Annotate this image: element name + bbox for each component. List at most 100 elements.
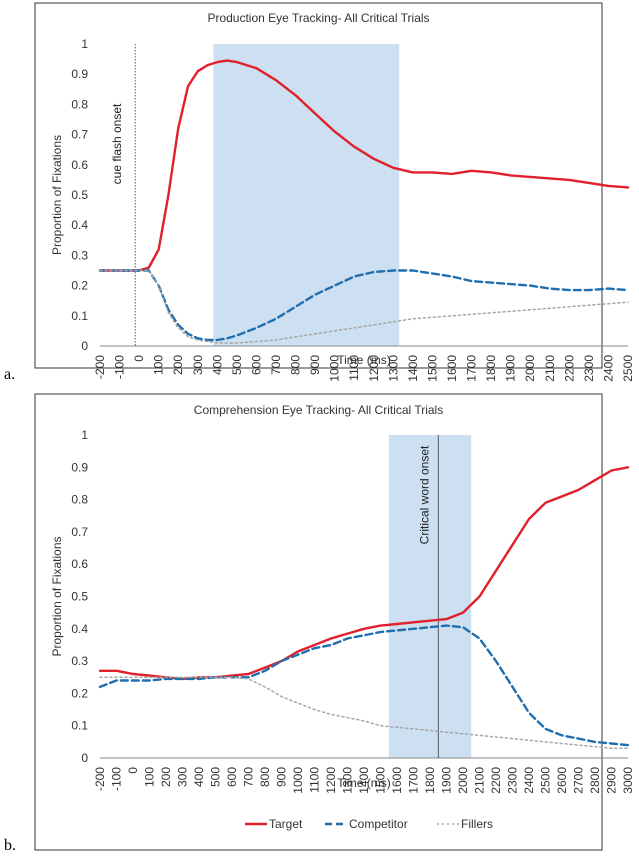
production-y-tick-label: 0.6 bbox=[71, 158, 88, 172]
comprehension-x-axis-label: Time (ms) bbox=[337, 776, 391, 790]
comprehension-x-tick-label: 1100 bbox=[308, 767, 322, 793]
comprehension-x-tick-label: -200 bbox=[93, 767, 107, 791]
comprehension-series-competitor-line bbox=[98, 624, 630, 747]
production-x-axis-label: Time (ms) bbox=[337, 353, 391, 367]
production-x-tick-label: 1000 bbox=[328, 355, 342, 382]
comprehension-y-tick-label: 0.7 bbox=[71, 525, 88, 539]
production-x-tick-label: 500 bbox=[230, 355, 244, 375]
production-x-tick-label: 1900 bbox=[504, 355, 518, 382]
comprehension-x-tick-label: 2200 bbox=[489, 767, 503, 794]
production-x-tick-label: 1500 bbox=[425, 355, 439, 382]
comprehension-x-tick-label: 400 bbox=[192, 767, 206, 787]
comprehension-x-tick-label: 100 bbox=[143, 767, 157, 787]
comprehension-x-tick-label: 1800 bbox=[423, 767, 437, 794]
comprehension-x-tick-label: 700 bbox=[242, 767, 256, 787]
production-x-tick-label: 2000 bbox=[523, 355, 537, 382]
production-x-tick-label: 400 bbox=[210, 355, 224, 375]
production-x-tick-label: 1300 bbox=[386, 355, 400, 382]
comprehension-x-tick-label: 600 bbox=[225, 767, 239, 787]
comprehension-x-tick-label: 800 bbox=[258, 767, 272, 787]
comprehension-onset-label: Critical word onset bbox=[417, 445, 431, 544]
production-x-tick-label: 900 bbox=[308, 355, 322, 375]
production-x-tick-label: 1400 bbox=[406, 355, 420, 382]
comprehension-y-tick-label: 0.8 bbox=[71, 493, 88, 507]
production-x-tick-label: 1600 bbox=[445, 355, 459, 382]
comprehension-x-tick-label: -100 bbox=[110, 767, 124, 791]
production-x-tick-label: 1200 bbox=[367, 355, 381, 382]
production-x-tick-label: 600 bbox=[249, 355, 263, 375]
comprehension-x-tick-label: 1600 bbox=[390, 767, 404, 794]
comprehension-y-tick-label: 1 bbox=[81, 428, 88, 442]
comprehension-x-tick-label: 2100 bbox=[473, 767, 487, 794]
production-x-tick-label: 2100 bbox=[543, 355, 557, 382]
production-series-fillers-line bbox=[99, 269, 629, 344]
comprehension-x-tick-label: 2000 bbox=[456, 767, 470, 794]
production-y-axis-label: Proportion of Fixations bbox=[50, 135, 64, 255]
comprehension-x-tick-label: 0 bbox=[126, 767, 140, 774]
comprehension-x-tick-label: 1500 bbox=[374, 767, 388, 794]
comprehension-x-tick-label: 200 bbox=[159, 767, 173, 787]
comprehension-x-tick-label: 2700 bbox=[572, 767, 586, 794]
production-x-tick-label: 2400 bbox=[601, 355, 615, 382]
comprehension-x-tick-label: 3000 bbox=[621, 767, 635, 794]
legend-label-fillers: Fillers bbox=[461, 817, 493, 831]
comprehension-x-tick-label: 1200 bbox=[324, 767, 338, 794]
production-y-tick-label: 0.1 bbox=[71, 309, 88, 323]
comprehension-x-tick-label: 2500 bbox=[539, 767, 553, 794]
production-series-competitor-line bbox=[98, 269, 630, 342]
comprehension-x-tick-label: 1000 bbox=[291, 767, 305, 794]
production-chart-title: Production Eye Tracking- All Critical Tr… bbox=[207, 11, 429, 25]
comprehension-x-tick-label: 1900 bbox=[440, 767, 454, 794]
production-onset-label: cue flash onset bbox=[110, 103, 124, 184]
production-x-tick-label: -100 bbox=[113, 355, 127, 379]
comprehension-x-tick-label: 2300 bbox=[506, 767, 520, 794]
comprehension-y-tick-label: 0 bbox=[81, 751, 88, 765]
production-x-tick-label: 100 bbox=[152, 355, 166, 375]
production-x-tick-label: -200 bbox=[93, 355, 107, 379]
production-y-tick-label: 0.3 bbox=[71, 248, 88, 262]
comprehension-x-tick-label: 2600 bbox=[555, 767, 569, 794]
comprehension-x-tick-label: 300 bbox=[176, 767, 190, 787]
comprehension-chart-frame bbox=[34, 393, 603, 851]
comprehension-y-tick-label: 0.6 bbox=[71, 557, 88, 571]
production-x-tick-label: 2500 bbox=[621, 355, 635, 382]
production-x-tick-label: 2300 bbox=[582, 355, 596, 382]
production-x-tick-label: 200 bbox=[171, 355, 185, 375]
production-y-tick-label: 0.4 bbox=[71, 218, 88, 232]
comprehension-y-tick-label: 0.5 bbox=[71, 590, 88, 604]
comprehension-chart-title: Comprehension Eye Tracking- All Critical… bbox=[194, 403, 443, 417]
production-x-tick-label: 0 bbox=[132, 355, 146, 362]
production-y-tick-label: 0.7 bbox=[71, 128, 88, 142]
production-x-tick-label: 2200 bbox=[562, 355, 576, 382]
production-y-tick-label: 0.8 bbox=[71, 97, 88, 111]
comprehension-y-tick-label: 0.9 bbox=[71, 460, 88, 474]
comprehension-x-tick-label: 2400 bbox=[522, 767, 536, 794]
comprehension-x-tick-label: 900 bbox=[275, 767, 289, 787]
comprehension-x-tick-label: 2800 bbox=[588, 767, 602, 794]
production-y-tick-label: 0.2 bbox=[71, 279, 88, 293]
comprehension-y-tick-label: 0.4 bbox=[71, 622, 88, 636]
legend-label-competitor: Competitor bbox=[349, 817, 408, 831]
comprehension-x-tick-label: 1300 bbox=[341, 767, 355, 794]
production-x-tick-label: 800 bbox=[289, 355, 303, 375]
production-y-tick-label: 1 bbox=[81, 37, 88, 51]
production-x-tick-label: 1100 bbox=[347, 355, 361, 381]
production-x-tick-label: 1800 bbox=[484, 355, 498, 382]
production-y-tick-label: 0.9 bbox=[71, 67, 88, 81]
comprehension-x-tick-label: 1400 bbox=[357, 767, 371, 794]
comprehension-x-tick-label: 1700 bbox=[407, 767, 421, 794]
production-x-tick-label: 300 bbox=[191, 355, 205, 375]
production-shaded-region bbox=[213, 44, 400, 346]
legend-label-target: Target bbox=[269, 817, 303, 831]
production-y-tick-label: 0.5 bbox=[71, 188, 88, 202]
comprehension-y-tick-label: 0.3 bbox=[71, 654, 88, 668]
production-series-target-line bbox=[98, 59, 630, 272]
production-x-tick-label: 1700 bbox=[465, 355, 479, 382]
comprehension-y-tick-label: 0.1 bbox=[71, 719, 88, 733]
production-y-tick-label: 0 bbox=[81, 339, 88, 353]
panel-label-b: b. bbox=[4, 837, 16, 854]
comprehension-series-fillers-line bbox=[99, 676, 629, 750]
comprehension-x-tick-label: 500 bbox=[209, 767, 223, 787]
comprehension-y-tick-label: 0.2 bbox=[71, 686, 88, 700]
